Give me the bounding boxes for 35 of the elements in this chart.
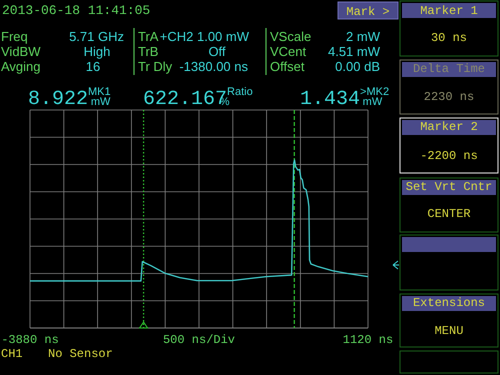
- text: VCent: [270, 44, 307, 59]
- x-tick-label: 1120 ns: [342, 333, 394, 347]
- text: No Sensor: [48, 347, 113, 361]
- text: TrA: [138, 29, 159, 44]
- x-tick-label: -3880 ns: [1, 333, 59, 347]
- text: -1380.00 ns: [179, 59, 248, 74]
- text: Offset: [270, 59, 305, 74]
- text: Set Vrt Cntr: [406, 180, 492, 194]
- text: 16: [86, 59, 100, 74]
- text: 4.51 mW: [328, 44, 381, 59]
- text: Extensions: [412, 296, 486, 310]
- text: 0.00 dB: [335, 59, 380, 74]
- text: 2 mW: [346, 29, 381, 44]
- text: High: [84, 44, 110, 59]
- text: MENU: [434, 324, 464, 338]
- text: +CH2 1.00 mW: [160, 29, 250, 44]
- text: Freq: [1, 29, 28, 44]
- text: 30 ns: [430, 31, 468, 45]
- text: 2013-06-18 11:41:05: [2, 3, 150, 18]
- text: VidBW: [1, 44, 42, 59]
- text: TrB: [138, 44, 158, 59]
- text: Avging: [1, 59, 41, 74]
- text: Delta Time: [412, 62, 486, 76]
- text: Marker 1: [420, 4, 478, 18]
- text: CH1: [1, 347, 23, 361]
- text: CENTER: [427, 207, 471, 221]
- text: Tr Dly: [138, 59, 173, 74]
- x-axis-title: 500 ns/Div: [162, 333, 236, 347]
- text: VScale: [270, 29, 312, 44]
- text: Off: [208, 44, 226, 59]
- text: 2230 ns: [424, 90, 474, 104]
- text: -2200 ns: [420, 149, 478, 163]
- text: Mark >: [346, 5, 390, 19]
- text: Marker 2: [420, 120, 478, 134]
- text: 5.71 GHz: [69, 29, 124, 44]
